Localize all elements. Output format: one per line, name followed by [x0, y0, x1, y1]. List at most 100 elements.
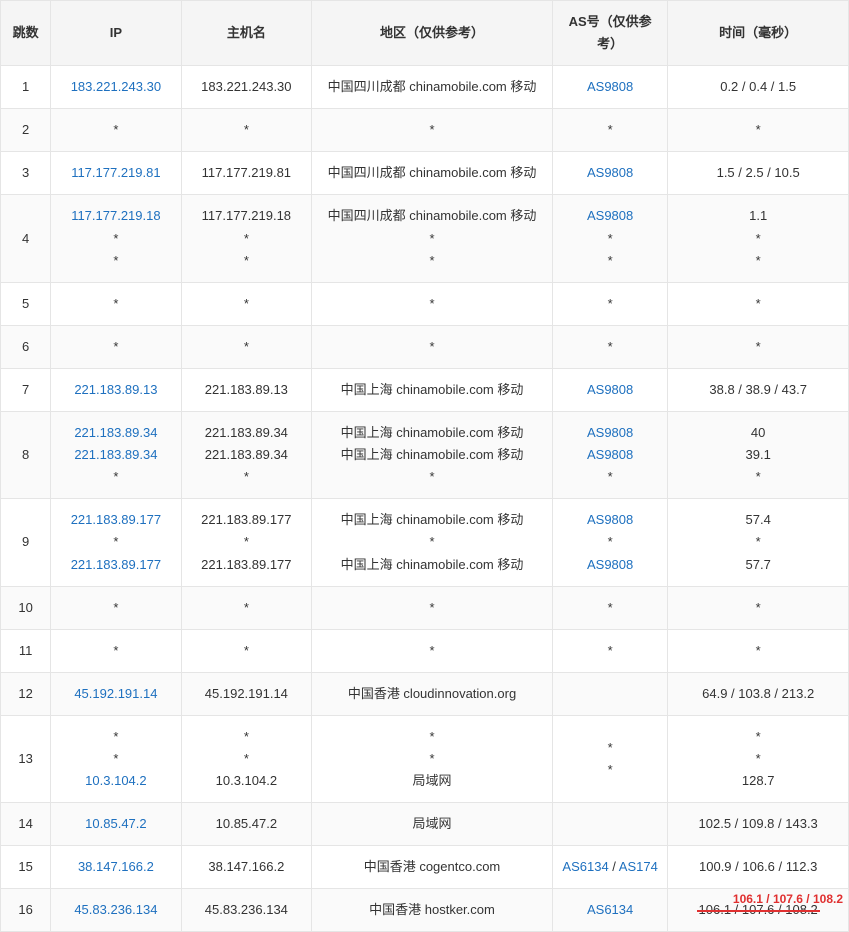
- ip-link[interactable]: 221.183.89.177: [57, 509, 174, 531]
- as-link[interactable]: AS9808: [587, 382, 633, 397]
- ip-link[interactable]: 38.147.166.2: [57, 856, 174, 878]
- as-value: *: [559, 597, 661, 619]
- location-value: *: [318, 336, 546, 358]
- as-value: *: [559, 228, 661, 250]
- host-cell: 183.221.243.30: [181, 66, 311, 109]
- hop-cell: 1: [1, 66, 51, 109]
- ip-cell: 45.192.191.14: [51, 672, 181, 715]
- ip-link[interactable]: 117.177.219.81: [57, 162, 174, 184]
- time-value: 1.1: [674, 205, 842, 227]
- ip-cell: 221.183.89.34221.183.89.34*: [51, 412, 181, 499]
- ip-link[interactable]: 221.183.89.34: [57, 422, 174, 444]
- host-value: *: [188, 466, 305, 488]
- table-row: 6*****: [1, 325, 849, 368]
- time-cell: *: [668, 282, 849, 325]
- location-value: 中国上海 chinamobile.com 移动: [318, 444, 546, 466]
- hop-cell: 2: [1, 109, 51, 152]
- time-value: 100.9 / 106.6 / 112.3: [674, 856, 842, 878]
- ip-value: *: [57, 748, 174, 770]
- as-link[interactable]: AS6134: [587, 902, 633, 917]
- as-link[interactable]: AS9808: [587, 425, 633, 440]
- as-value: *: [559, 336, 661, 358]
- location-cell: 中国香港 hostker.com: [312, 889, 553, 932]
- ip-value: *: [57, 726, 174, 748]
- host-value: 221.183.89.34: [188, 444, 305, 466]
- ip-link[interactable]: 117.177.219.18: [57, 205, 174, 227]
- time-value: 106.1 / 107.6 / 108.2: [674, 899, 842, 921]
- as-value: AS9808: [559, 509, 661, 531]
- ip-link[interactable]: 45.83.236.134: [57, 899, 174, 921]
- col-ip: IP: [51, 1, 181, 66]
- as-link[interactable]: AS9808: [587, 447, 633, 462]
- table-row: 8221.183.89.34221.183.89.34*221.183.89.3…: [1, 412, 849, 499]
- time-value: 39.1: [674, 444, 842, 466]
- as-cell: AS6134: [552, 889, 667, 932]
- hop-cell: 13: [1, 715, 51, 802]
- ip-link[interactable]: 221.183.89.13: [57, 379, 174, 401]
- col-hop: 跳数: [1, 1, 51, 66]
- location-value: 中国上海 chinamobile.com 移动: [318, 554, 546, 576]
- ip-link[interactable]: 10.3.104.2: [57, 770, 174, 792]
- as-cell: [552, 672, 667, 715]
- location-value: *: [318, 250, 546, 272]
- location-value: *: [318, 597, 546, 619]
- as-value: AS6134 / AS174: [559, 856, 661, 878]
- ip-link[interactable]: 10.85.47.2: [57, 813, 174, 835]
- ip-link[interactable]: 45.192.191.14: [57, 683, 174, 705]
- hop-cell: 16: [1, 889, 51, 932]
- table-row: 11*****: [1, 629, 849, 672]
- ip-link[interactable]: 221.183.89.34: [57, 444, 174, 466]
- location-cell: 中国上海 chinamobile.com 移动中国上海 chinamobile.…: [312, 412, 553, 499]
- as-value: AS6134: [559, 899, 661, 921]
- time-value: *: [674, 531, 842, 553]
- host-value: 221.183.89.13: [188, 379, 305, 401]
- as-link[interactable]: AS9808: [587, 512, 633, 527]
- ip-value: *: [57, 293, 174, 315]
- location-cell: 中国四川成都 chinamobile.com 移动: [312, 66, 553, 109]
- host-value: 117.177.219.81: [188, 162, 305, 184]
- table-row: 10*****: [1, 586, 849, 629]
- as-cell: [552, 803, 667, 846]
- time-value: 57.7: [674, 554, 842, 576]
- ip-link[interactable]: 221.183.89.177: [57, 554, 174, 576]
- hop-cell: 3: [1, 152, 51, 195]
- as-link[interactable]: AS9808: [587, 557, 633, 572]
- host-cell: *: [181, 325, 311, 368]
- ip-cell: 117.177.219.81: [51, 152, 181, 195]
- time-cell: 57.4*57.7: [668, 499, 849, 586]
- location-cell: 中国四川成都 chinamobile.com 移动: [312, 152, 553, 195]
- time-value: *: [674, 748, 842, 770]
- host-cell: *: [181, 109, 311, 152]
- host-value: 221.183.89.177: [188, 554, 305, 576]
- col-loc: 地区（仅供参考）: [312, 1, 553, 66]
- as-link[interactable]: AS9808: [587, 79, 633, 94]
- location-cell: 中国四川成都 chinamobile.com 移动**: [312, 195, 553, 282]
- as-link[interactable]: AS174: [619, 859, 658, 874]
- time-value: *: [674, 228, 842, 250]
- table-row: 4117.177.219.18**117.177.219.18**中国四川成都 …: [1, 195, 849, 282]
- location-value: *: [318, 531, 546, 553]
- as-value: *: [559, 640, 661, 662]
- table-row: 1410.85.47.210.85.47.2局域网102.5 / 109.8 /…: [1, 803, 849, 846]
- as-cell: *: [552, 109, 667, 152]
- time-value: *: [674, 597, 842, 619]
- table-row: 13**10.3.104.2**10.3.104.2**局域网****128.7: [1, 715, 849, 802]
- as-link[interactable]: AS9808: [587, 165, 633, 180]
- ip-value: *: [57, 640, 174, 662]
- host-value: *: [188, 250, 305, 272]
- as-link[interactable]: AS9808: [587, 208, 633, 223]
- host-value: *: [188, 293, 305, 315]
- as-value: AS9808: [559, 444, 661, 466]
- host-value: *: [188, 597, 305, 619]
- ip-value: *: [57, 250, 174, 272]
- as-cell: AS9808**: [552, 195, 667, 282]
- location-cell: *: [312, 109, 553, 152]
- host-value: *: [188, 228, 305, 250]
- as-link[interactable]: AS6134: [562, 859, 608, 874]
- time-value: *: [674, 119, 842, 141]
- location-cell: 中国上海 chinamobile.com 移动*中国上海 chinamobile…: [312, 499, 553, 586]
- ip-link[interactable]: 183.221.243.30: [57, 76, 174, 98]
- time-cell: 1.5 / 2.5 / 10.5: [668, 152, 849, 195]
- table-row: 3 117.177.219.81 117.177.219.81 中国四川成都 chin…: [1, 152, 849, 195]
- location-value: 中国四川成都 chinamobile.com 移动: [318, 162, 546, 184]
